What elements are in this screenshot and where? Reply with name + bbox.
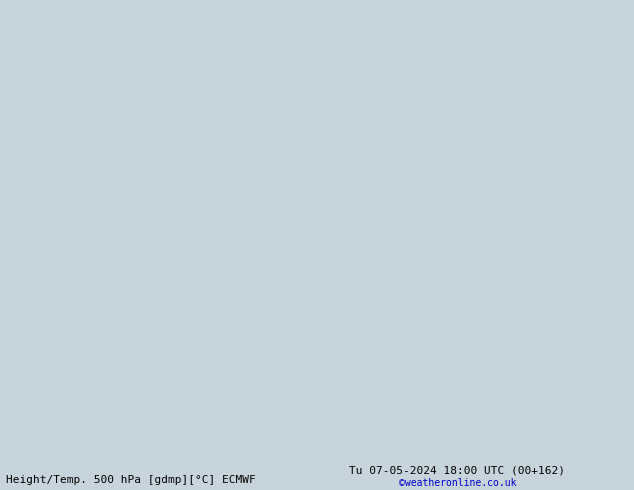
Text: Tu 07-05-2024 18:00 UTC (00+162): Tu 07-05-2024 18:00 UTC (00+162): [349, 466, 565, 475]
Text: Height/Temp. 500 hPa [gdmp][°C] ECMWF: Height/Temp. 500 hPa [gdmp][°C] ECMWF: [6, 475, 256, 485]
Text: ©weatheronline.co.uk: ©weatheronline.co.uk: [399, 478, 517, 488]
